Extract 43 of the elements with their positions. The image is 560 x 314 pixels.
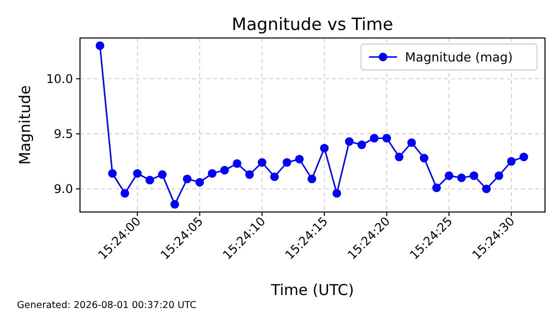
- point: [108, 169, 117, 178]
- point: [282, 158, 292, 167]
- point: [270, 172, 279, 182]
- point: [208, 169, 216, 178]
- point: [507, 157, 516, 166]
- point: [382, 134, 392, 143]
- point: [158, 170, 167, 179]
- x-axis-title: Time (UTC): [270, 281, 354, 299]
- y-tick-label: 9.5: [54, 127, 73, 142]
- point: [482, 184, 491, 194]
- y-axis-title: Magnitude: [16, 85, 34, 165]
- point: [332, 188, 342, 198]
- point: [470, 171, 478, 180]
- point: [120, 188, 130, 198]
- point: [357, 140, 366, 150]
- point: [170, 200, 180, 209]
- point: [220, 166, 229, 174]
- point: [344, 137, 354, 146]
- y-tick-label: 9.0: [54, 182, 73, 196]
- text: Generated: 2026-08-01 00:37:20 UTC: [17, 300, 197, 311]
- point: [295, 154, 304, 164]
- point: [520, 152, 528, 162]
- point: [146, 176, 154, 184]
- point: [245, 170, 254, 179]
- point: [457, 174, 466, 182]
- point: [258, 158, 266, 167]
- point: [370, 134, 379, 143]
- point: [394, 152, 404, 162]
- point: [96, 41, 104, 50]
- point: [232, 159, 242, 168]
- point: [133, 169, 142, 178]
- point: [182, 174, 192, 184]
- point: [320, 144, 329, 152]
- point: [444, 171, 454, 180]
- point: [195, 178, 204, 187]
- chart-title: Magnitude vs Time: [232, 15, 394, 35]
- point: [432, 183, 441, 192]
- point: [420, 154, 428, 162]
- point: [407, 138, 416, 147]
- legend-label: Magnitude (mag): [405, 49, 513, 64]
- point: [308, 174, 316, 184]
- y-tick-label: 10.0: [46, 72, 73, 86]
- point: [494, 171, 504, 180]
